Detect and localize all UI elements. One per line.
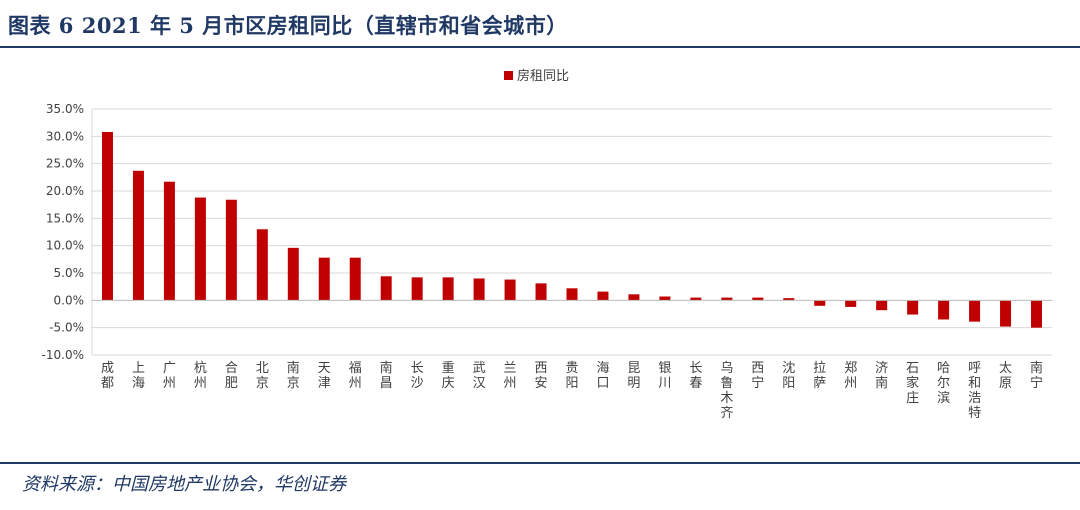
bar xyxy=(349,257,361,301)
x-tick-label: 南京 xyxy=(287,360,300,391)
x-tick-label: 沈阳 xyxy=(782,361,795,391)
x-tick-label: 兰州 xyxy=(504,361,517,391)
bar xyxy=(876,300,888,311)
y-tick-label: 25.0% xyxy=(46,157,84,171)
x-tick-label: 石家庄 xyxy=(906,361,919,406)
bar xyxy=(1031,300,1043,328)
x-tick-label: 重庆 xyxy=(442,360,455,391)
gridlines xyxy=(91,108,1052,356)
bar xyxy=(535,283,547,301)
legend-label: 房租同比 xyxy=(517,68,569,84)
x-tick-label: 长沙 xyxy=(411,361,424,391)
legend-swatch xyxy=(504,71,513,80)
bar xyxy=(132,170,144,301)
x-tick-label: 拉萨 xyxy=(813,361,826,391)
bar xyxy=(969,300,981,322)
bar xyxy=(194,197,206,301)
bar xyxy=(690,297,702,301)
x-tick-label: 昆明 xyxy=(627,361,640,391)
y-tick-label: 0.0% xyxy=(54,293,85,307)
title-rule xyxy=(0,46,1080,48)
bar xyxy=(566,288,578,301)
figure-title: 图表 6 2021 年 5 月市区房租同比（直辖市和省会城市） xyxy=(8,13,568,38)
bar xyxy=(783,298,795,301)
y-tick-label: -10.0% xyxy=(42,348,84,362)
x-tick-label: 天津 xyxy=(318,361,331,391)
bar xyxy=(907,300,919,315)
bar xyxy=(814,300,826,306)
x-tick-label: 成都 xyxy=(101,361,114,391)
y-tick-label: 35.0% xyxy=(46,102,84,116)
x-tick-label: 南宁 xyxy=(1030,360,1043,391)
x-tick-label: 武汉 xyxy=(473,361,486,391)
x-tick-label: 西宁 xyxy=(751,361,764,391)
bar xyxy=(628,294,640,301)
y-tick-label: -5.0% xyxy=(49,321,84,335)
x-tick-label: 福州 xyxy=(349,361,362,391)
y-tick-label: 15.0% xyxy=(46,211,84,225)
bar xyxy=(318,257,330,301)
legend: 房租同比 xyxy=(504,68,569,84)
x-tick-label: 西安 xyxy=(535,361,548,391)
bar xyxy=(163,181,175,301)
x-tick-label: 贵阳 xyxy=(565,361,578,391)
bar xyxy=(504,279,516,301)
bar xyxy=(380,276,392,301)
x-tick-label: 长春 xyxy=(689,361,702,391)
y-tick-label: 5.0% xyxy=(54,266,85,280)
x-tick-label: 郑州 xyxy=(844,361,857,391)
bar xyxy=(411,277,423,301)
x-tick-label: 海口 xyxy=(596,361,609,391)
x-tick-label: 南昌 xyxy=(380,360,393,391)
bar xyxy=(442,277,454,301)
x-tick-label: 北京 xyxy=(256,361,269,391)
source-rule xyxy=(0,462,1080,464)
x-tick-label: 哈尔滨 xyxy=(937,361,950,406)
source-note: 资料来源：中国房地产业协会，华创证券 xyxy=(22,474,346,495)
x-tick-label: 济南 xyxy=(875,361,888,391)
bar xyxy=(256,229,268,301)
x-tick-label: 广州 xyxy=(163,361,176,391)
bar xyxy=(845,300,857,307)
bar xyxy=(659,296,671,301)
x-tick-label: 太原 xyxy=(999,361,1012,391)
x-axis-labels: 成都上海广州杭州合肥北京南京天津福州南昌长沙重庆武汉兰州西安贵阳海口昆明银川长春… xyxy=(101,360,1043,421)
bar xyxy=(938,300,950,320)
bar xyxy=(721,297,733,301)
x-tick-label: 上海 xyxy=(132,361,145,391)
bar xyxy=(225,199,237,301)
bar xyxy=(101,131,113,301)
y-tick-label: 10.0% xyxy=(46,239,84,253)
x-tick-label: 银川 xyxy=(658,361,671,391)
rent-yoy-bar-chart: 房租同比 35.0% 30.0% 25.0% 20.0% 15.0% 10.0% 5.0% 0… xyxy=(42,68,1052,421)
x-tick-label: 合肥 xyxy=(225,361,238,391)
bar xyxy=(597,291,609,301)
bars xyxy=(101,131,1043,328)
y-tick-label: 30.0% xyxy=(46,129,84,143)
bar xyxy=(287,247,299,301)
x-tick-label: 乌鲁木齐 xyxy=(720,360,733,421)
bar xyxy=(752,297,764,301)
y-axis-ticks: 35.0% 30.0% 25.0% 20.0% 15.0% 10.0% 5.0% 0.0% -5… xyxy=(42,102,84,362)
bar xyxy=(473,278,485,301)
x-tick-label: 杭州 xyxy=(194,361,207,391)
x-tick-label: 呼和浩特 xyxy=(968,361,981,421)
bar xyxy=(1000,300,1012,327)
y-tick-label: 20.0% xyxy=(46,184,84,198)
